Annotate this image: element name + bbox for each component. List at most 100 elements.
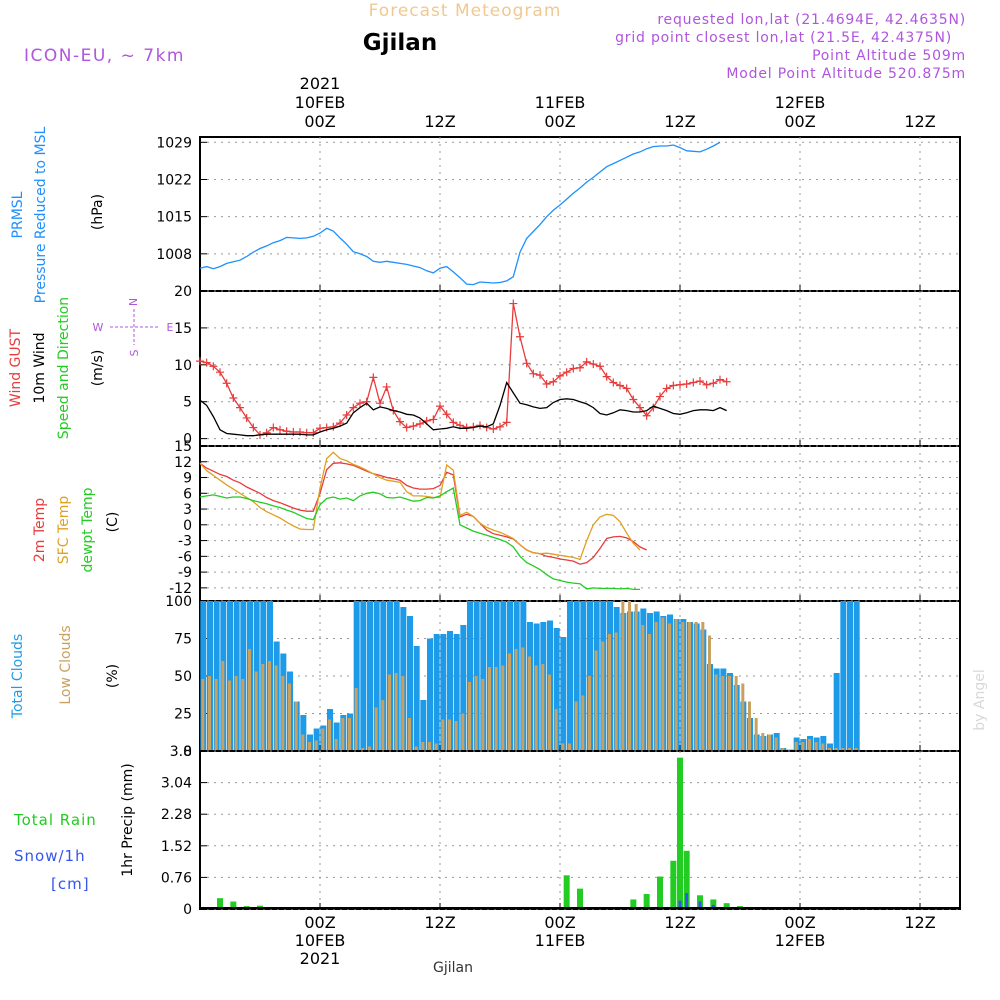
low-clouds-bar bbox=[748, 701, 751, 751]
total-clouds-bar bbox=[420, 700, 427, 751]
low-clouds-bar bbox=[761, 733, 765, 751]
precip-label-cm: [cm] bbox=[51, 875, 90, 893]
y-tick-label: 0 bbox=[183, 744, 192, 760]
precip-label-rain: Total Rain bbox=[13, 811, 97, 829]
low-clouds-bar bbox=[814, 742, 818, 751]
top-time-label: 00Z bbox=[544, 112, 575, 131]
watermark: by Angel bbox=[972, 669, 988, 730]
low-clouds-bar bbox=[641, 625, 645, 751]
gust-marker bbox=[676, 380, 684, 389]
gust-marker bbox=[449, 418, 458, 427]
top-time-label: 2021 bbox=[300, 74, 341, 93]
low-clouds-bar bbox=[268, 661, 271, 751]
gust-marker bbox=[689, 378, 698, 387]
precip-frame bbox=[199, 750, 961, 910]
y-tick-label: 0 bbox=[183, 518, 192, 534]
low-clouds-bar bbox=[808, 739, 811, 751]
low-clouds-bar bbox=[488, 667, 491, 751]
low-clouds-bar bbox=[648, 634, 651, 751]
gust-marker bbox=[396, 417, 404, 426]
low-clouds-bar bbox=[294, 701, 298, 751]
gust-marker bbox=[629, 395, 638, 404]
low-clouds-bar bbox=[534, 665, 538, 751]
total-clouds-bar bbox=[213, 601, 220, 751]
total-clouds-bar bbox=[467, 601, 473, 751]
low-clouds-bar bbox=[501, 665, 505, 751]
bottom-time-label: 12Z bbox=[424, 913, 455, 932]
bottom-time-label: 00Z bbox=[304, 913, 335, 932]
gust-marker bbox=[602, 372, 611, 381]
temp-label-dewpt: dewpt Temp bbox=[80, 487, 96, 572]
gust-marker bbox=[436, 402, 444, 411]
low-clouds-bar bbox=[234, 676, 238, 751]
gust-marker bbox=[596, 362, 604, 371]
total-clouds-bar bbox=[847, 601, 853, 751]
total-clouds-bar bbox=[300, 715, 307, 751]
total-clouds-bar bbox=[580, 601, 587, 751]
low-clouds-bar bbox=[321, 728, 325, 751]
top-time-label: 12Z bbox=[904, 112, 935, 131]
bottom-time-label: 11FEB bbox=[535, 931, 586, 950]
gust-marker bbox=[402, 423, 411, 432]
gust-marker bbox=[716, 375, 724, 384]
bottom-time-label: 2021 bbox=[300, 949, 341, 968]
y-tick-label: 3.04 bbox=[161, 776, 192, 792]
gust-marker bbox=[556, 371, 564, 380]
pressure-panel: 1008 1015 1022 1029 bbox=[156, 135, 961, 292]
rain-bar bbox=[217, 898, 223, 909]
gust-marker bbox=[382, 382, 391, 391]
low-clouds-bar bbox=[581, 695, 585, 751]
gust-marker bbox=[522, 359, 531, 368]
y-tick-label: 20 bbox=[174, 284, 192, 300]
total-clouds-bar bbox=[200, 601, 207, 751]
total-clouds-bar bbox=[573, 601, 580, 751]
total-clouds-bar bbox=[380, 601, 387, 751]
gust-marker bbox=[196, 357, 204, 366]
gust-marker bbox=[516, 332, 524, 341]
rain-bar bbox=[670, 860, 677, 909]
y-tick-label: 1022 bbox=[156, 172, 192, 188]
sfc-temp-line bbox=[199, 451, 641, 561]
y-tick-label: 15 bbox=[174, 321, 192, 337]
y-tick-label: 12 bbox=[174, 455, 192, 471]
top-time-label: 12Z bbox=[664, 112, 695, 131]
low-clouds-bar bbox=[248, 649, 251, 751]
low-clouds-bar bbox=[241, 679, 245, 751]
total-clouds-bar bbox=[460, 625, 467, 751]
gust-marker bbox=[216, 368, 224, 377]
y-tick-label: 1008 bbox=[156, 247, 192, 263]
y-tick-label: 1029 bbox=[156, 135, 192, 151]
low-clouds-bar bbox=[468, 682, 471, 751]
low-clouds-bar bbox=[421, 742, 425, 751]
compass-s-label: S bbox=[128, 349, 141, 356]
total-clouds-bar bbox=[433, 634, 440, 751]
low-clouds-bar bbox=[734, 676, 738, 751]
total-clouds-bar bbox=[567, 601, 573, 751]
low-clouds-bar bbox=[508, 653, 511, 751]
gust-marker bbox=[702, 380, 711, 389]
gust-marker bbox=[656, 392, 664, 401]
y-tick-label: 2.28 bbox=[161, 807, 192, 823]
low-clouds-bar bbox=[781, 748, 785, 751]
total-clouds-bar bbox=[413, 646, 420, 751]
low-clouds-bar bbox=[681, 622, 685, 751]
rain-bar bbox=[230, 901, 237, 909]
total-clouds-bar bbox=[553, 628, 560, 751]
clouds-unit: (%) bbox=[105, 664, 121, 688]
bottom-time-label: 10FEB bbox=[295, 931, 346, 950]
low-clouds-bar bbox=[521, 647, 525, 751]
wind-panel: 0 5 10 15 20 bbox=[174, 284, 961, 448]
low-clouds-bar bbox=[568, 743, 571, 751]
prmsl-line bbox=[199, 141, 721, 286]
compass-n-label: N bbox=[127, 298, 140, 306]
low-clouds-bar bbox=[414, 746, 418, 751]
temp-unit: (C) bbox=[105, 512, 121, 533]
low-clouds-bar bbox=[434, 743, 438, 751]
y-tick-label: 9 bbox=[183, 471, 192, 487]
total-clouds-bar bbox=[240, 601, 247, 751]
low-clouds-bar bbox=[768, 734, 771, 751]
rain-bar bbox=[657, 876, 663, 909]
gust-marker bbox=[249, 423, 258, 432]
rain-bar bbox=[643, 894, 650, 909]
